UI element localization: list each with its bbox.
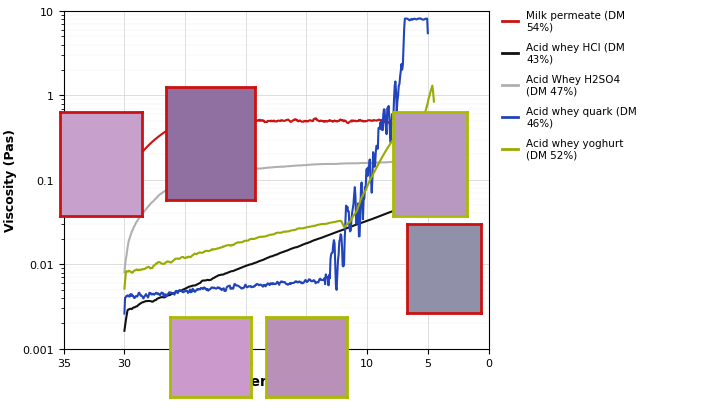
Legend: Milk permeate (DM
54%), Acid whey HCl (DM
43%), Acid Whey H2SO4
(DM 47%), Acid w: Milk permeate (DM 54%), Acid whey HCl (D… (502, 10, 637, 160)
Y-axis label: Viscosity (Pas): Viscosity (Pas) (4, 129, 17, 232)
X-axis label: Temperature (°C): Temperature (°C) (209, 374, 343, 388)
